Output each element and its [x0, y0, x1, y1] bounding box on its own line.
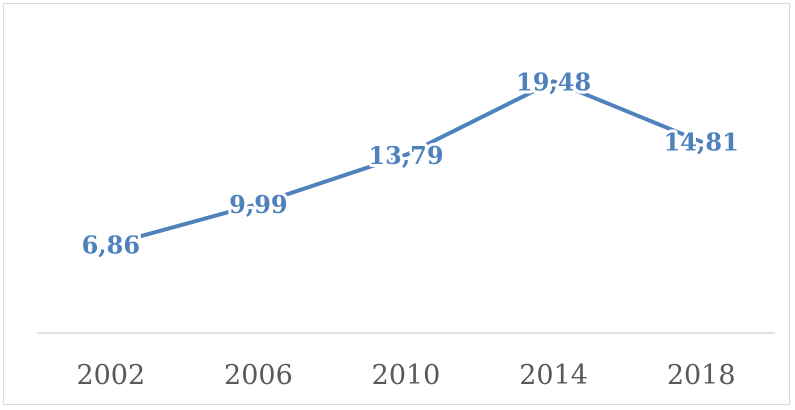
data-label: 13,79: [368, 141, 443, 170]
data-label-halo: 6,86: [82, 230, 140, 259]
series-layer: [108, 79, 704, 247]
data-label: 14,81: [664, 128, 739, 157]
x-tick-label: 2018: [667, 360, 736, 391]
series-line: [108, 79, 704, 247]
x-tick-label: 2002: [76, 360, 145, 391]
data-label-halo: 13,79: [368, 141, 443, 170]
data-label-halo: 9,99: [229, 190, 287, 219]
x-tick-label: 2006: [224, 360, 293, 391]
x-tick-label: 2014: [519, 360, 588, 391]
x-tick-layer: 2002 2006 2010 2014 2018: [76, 360, 735, 391]
x-tick-label: 2010: [372, 360, 441, 391]
data-label: 9,99: [229, 190, 287, 219]
data-label: 19,48: [516, 67, 591, 96]
data-label-layer: 6,866,869,999,9913,7913,7919,4819,4814,8…: [79, 64, 742, 262]
data-label-halo: 14,81: [664, 128, 739, 157]
data-label: 6,86: [82, 230, 140, 259]
data-label-halo: 19,48: [516, 67, 591, 96]
chart-frame: [3, 3, 790, 405]
